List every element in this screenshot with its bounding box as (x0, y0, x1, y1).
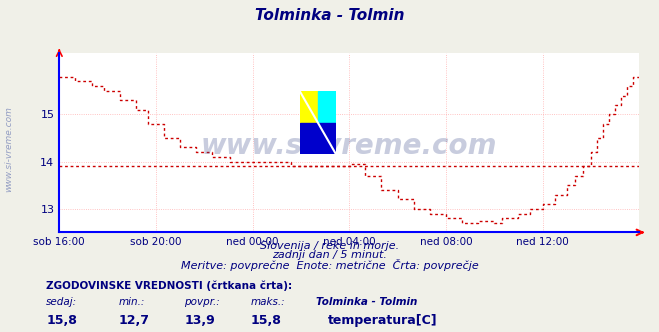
Text: povpr.:: povpr.: (185, 297, 220, 307)
Text: Slovenija / reke in morje.: Slovenija / reke in morje. (260, 241, 399, 251)
Text: 15,8: 15,8 (250, 314, 281, 327)
Text: sedaj:: sedaj: (46, 297, 77, 307)
Text: 13,9: 13,9 (185, 314, 215, 327)
Bar (300, 91, 318, 123)
Text: Tolminka - Tolmin: Tolminka - Tolmin (255, 8, 404, 23)
Text: www.si-vreme.com: www.si-vreme.com (201, 132, 498, 160)
Bar (318, 91, 336, 123)
Text: Tolminka - Tolmin: Tolminka - Tolmin (316, 297, 418, 307)
Text: 15,8: 15,8 (46, 314, 77, 327)
Text: ZGODOVINSKE VREDNOSTI (črtkana črta):: ZGODOVINSKE VREDNOSTI (črtkana črta): (46, 281, 292, 291)
Bar (300, 123, 336, 154)
Text: Meritve: povprečne  Enote: metrične  Črta: povprečje: Meritve: povprečne Enote: metrične Črta:… (181, 259, 478, 271)
Text: zadnji dan / 5 minut.: zadnji dan / 5 minut. (272, 250, 387, 260)
Text: temperatura[C]: temperatura[C] (328, 314, 438, 327)
Text: min.:: min.: (119, 297, 145, 307)
Text: 12,7: 12,7 (119, 314, 150, 327)
Text: maks.:: maks.: (250, 297, 285, 307)
Text: www.si-vreme.com: www.si-vreme.com (4, 107, 13, 192)
